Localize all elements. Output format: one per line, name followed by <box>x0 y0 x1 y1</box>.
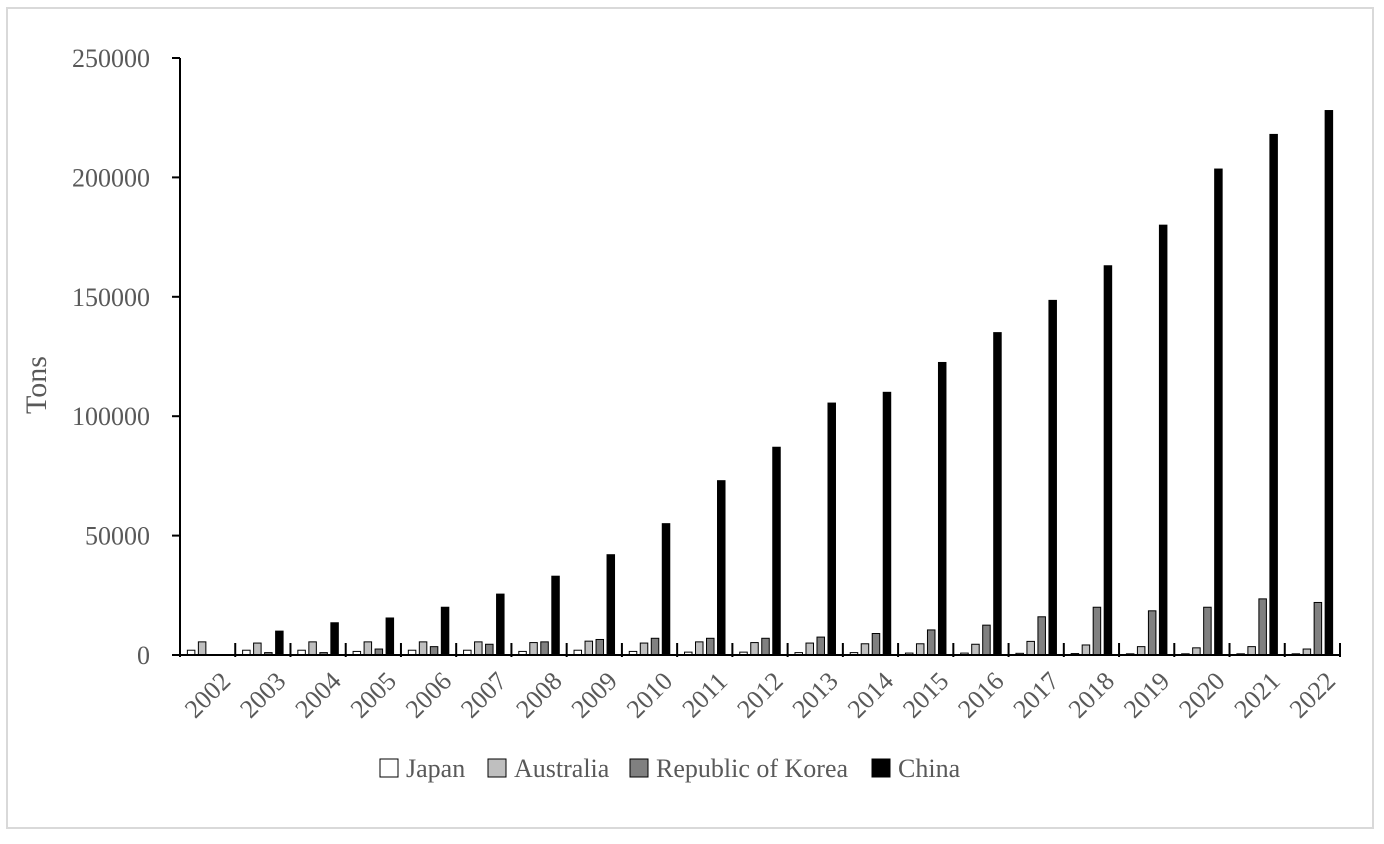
bar-china <box>717 480 726 656</box>
bar-china <box>330 622 339 656</box>
bar-australia <box>1136 646 1146 656</box>
x-tick-label: 2013 <box>787 666 844 723</box>
y-axis-ticks: 0 50000 100000 150000 200000 250000 <box>72 44 180 670</box>
bar-china <box>1158 224 1168 656</box>
bar-australia <box>308 641 317 656</box>
bar-australia <box>1247 646 1256 656</box>
x-tick-label: 2011 <box>676 667 733 724</box>
legend-label: Japan <box>406 754 465 783</box>
x-tick-label: 2010 <box>621 666 678 723</box>
y-tick-label: 200000 <box>72 163 150 192</box>
x-tick-label: 2004 <box>289 666 346 723</box>
bar-republic-of-korea <box>1092 606 1102 656</box>
bar-australia <box>474 641 483 656</box>
x-tick-label: 2022 <box>1284 666 1341 723</box>
x-tick-label: 2012 <box>731 666 788 723</box>
bar-china <box>937 361 947 656</box>
bar-china <box>496 593 505 656</box>
bar-australia <box>253 642 262 656</box>
y-tick-label: 250000 <box>72 44 150 73</box>
x-tick-label: 2003 <box>234 666 291 723</box>
bar-china <box>1103 265 1113 656</box>
x-tick-label: 2019 <box>1118 666 1175 723</box>
x-tick-label: 2014 <box>842 666 899 723</box>
x-tick-label: 2006 <box>400 666 457 723</box>
x-tick-label: 2009 <box>566 666 623 723</box>
bar-australia <box>584 640 594 656</box>
y-tick-label: 50000 <box>85 522 150 551</box>
bar-republic-of-korea <box>706 637 715 656</box>
x-tick-label: 2002 <box>179 666 236 723</box>
bar-australia <box>860 643 870 656</box>
bar-australia <box>529 642 538 656</box>
bar-australia <box>971 643 980 656</box>
bar-australia <box>805 642 814 656</box>
bar-australia <box>915 643 925 656</box>
bar-republic-of-korea <box>540 641 549 656</box>
legend-swatch-australia <box>487 758 507 778</box>
bar-china <box>772 446 781 656</box>
x-tick-label: 2018 <box>1063 666 1120 723</box>
bar-china <box>1048 299 1057 656</box>
bar-republic-of-korea <box>429 646 439 656</box>
x-tick-label: 2020 <box>1173 666 1230 723</box>
bar-australia <box>197 641 207 656</box>
bar-china <box>551 575 560 656</box>
bar-australia <box>418 641 428 656</box>
bar-australia <box>1192 647 1201 656</box>
bars-group <box>186 110 1334 656</box>
bar-china <box>882 391 892 656</box>
bar-china <box>275 630 284 656</box>
bar-republic-of-korea <box>1313 601 1323 656</box>
bar-china <box>661 523 671 656</box>
x-tick-label: 2008 <box>510 666 567 723</box>
bar-australia <box>363 641 373 656</box>
chart-frame <box>6 7 1374 829</box>
bar-australia <box>1026 640 1035 656</box>
bar-republic-of-korea <box>650 637 660 656</box>
bar-republic-of-korea <box>982 624 991 656</box>
bar-china <box>1324 110 1334 656</box>
legend: Japan Australia Republic of Korea China <box>379 754 961 783</box>
bar-republic-of-korea <box>761 637 770 656</box>
y-axis-label: Tons <box>20 356 53 414</box>
legend-swatch-china <box>871 758 891 778</box>
bar-china <box>385 617 395 656</box>
bar-china <box>1269 133 1278 656</box>
x-tick-label: 2015 <box>897 666 954 723</box>
bar-china <box>1214 168 1223 656</box>
bar-republic-of-korea <box>1037 616 1046 656</box>
bar-australia <box>695 641 704 656</box>
x-tick-label: 2021 <box>1228 666 1285 723</box>
bar-republic-of-korea <box>871 633 881 656</box>
bar-australia <box>1081 644 1091 656</box>
bar-republic-of-korea <box>926 629 936 656</box>
legend-swatch-japan <box>379 758 399 778</box>
legend-label: Republic of Korea <box>656 754 849 783</box>
bar-china <box>606 554 616 656</box>
legend-swatch-republic-of-korea <box>629 758 649 778</box>
legend-label: Australia <box>514 754 610 783</box>
x-tick-label: 2007 <box>455 666 512 723</box>
y-tick-label: 100000 <box>72 402 150 431</box>
bar-australia <box>750 642 759 656</box>
y-tick-label: 0 <box>137 641 150 670</box>
bar-australia <box>639 642 649 656</box>
x-tick-label: 2005 <box>345 666 402 723</box>
bar-republic-of-korea <box>1203 606 1212 656</box>
bar-china <box>440 606 450 656</box>
bar-china <box>827 402 836 656</box>
bar-china <box>993 332 1002 656</box>
bar-republic-of-korea <box>595 638 605 656</box>
y-tick-label: 150000 <box>72 283 150 312</box>
bar-republic-of-korea <box>1147 610 1157 656</box>
bar-republic-of-korea <box>816 636 825 656</box>
bar-republic-of-korea <box>1258 598 1267 656</box>
x-tick-label: 2016 <box>952 666 1009 723</box>
x-tick-label: 2017 <box>1008 666 1065 723</box>
legend-label: China <box>898 754 961 783</box>
bar-republic-of-korea <box>485 643 494 656</box>
